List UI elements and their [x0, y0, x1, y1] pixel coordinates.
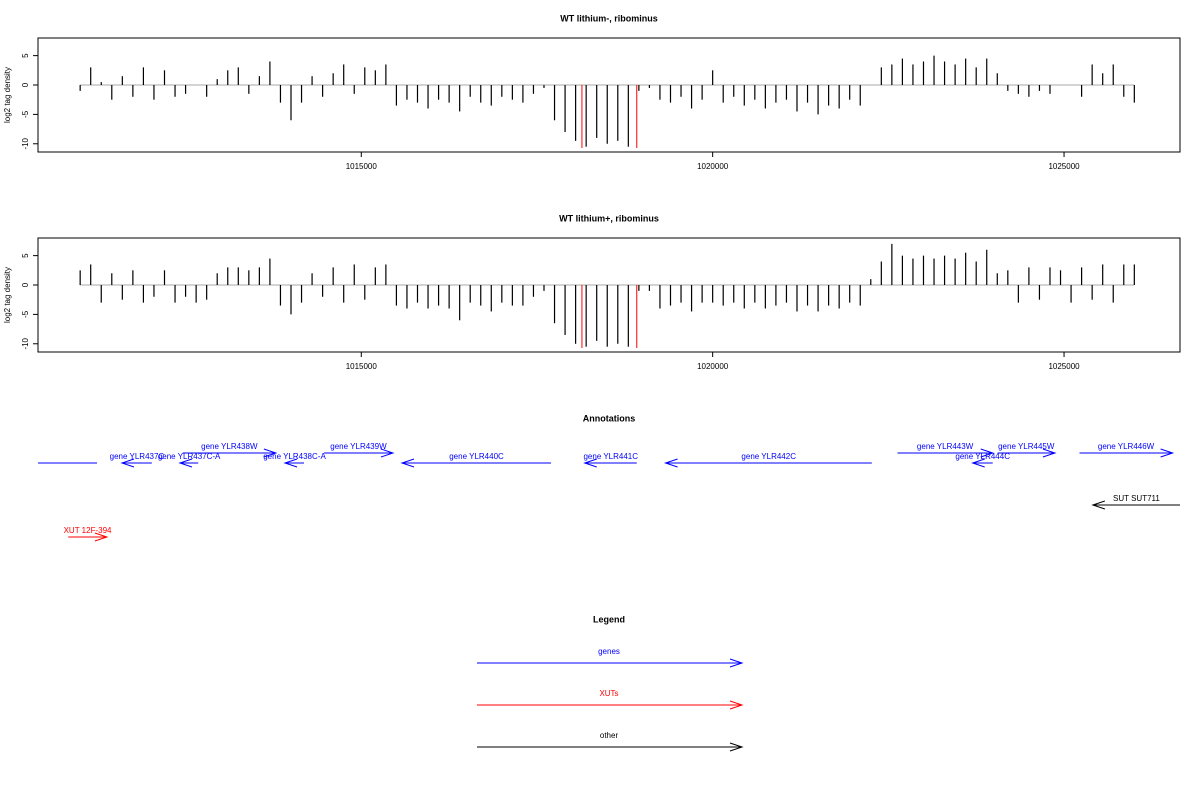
feature-head — [1091, 500, 1106, 510]
feature-head — [178, 458, 193, 468]
y-tick-label: -5 — [21, 310, 30, 318]
x-tick-label: 1020000 — [697, 362, 729, 371]
x-tick-label: 1015000 — [346, 162, 378, 171]
feature-label: SUT SUT711 — [1113, 494, 1160, 503]
y-tick-label: -10 — [21, 337, 30, 349]
legend-title: Legend — [593, 614, 625, 624]
feature-label: gene YLR440C — [449, 452, 504, 461]
plot-frame — [37, 237, 1181, 353]
feature-label: gene YLR445W — [998, 442, 1055, 451]
x-tick-label: 1015000 — [346, 362, 378, 371]
x-tick-label: 1025000 — [1048, 362, 1080, 371]
feature-label: gene YLR437C-A — [158, 452, 221, 461]
feature-label: XUT 12F-394 — [64, 526, 112, 535]
chart-title: WT lithium+, ribominus — [559, 213, 659, 223]
feature-label: gene YLR441C — [583, 452, 638, 461]
feature-label: gene YLR438C-A — [263, 452, 326, 461]
plot-frame — [37, 37, 1181, 153]
feature-head — [1160, 448, 1175, 458]
feature-label: gene YLR443W — [917, 442, 974, 451]
feature-head — [971, 458, 985, 468]
feature-head — [400, 458, 415, 468]
legend-label: other — [600, 731, 619, 740]
annotations-title: Annotations — [583, 413, 636, 423]
feature-label: gene YLR446W — [1098, 442, 1155, 451]
y-tick-label: 0 — [21, 282, 30, 287]
feature-label: gene YLR442C — [741, 452, 796, 461]
y-tick-label: 5 — [21, 253, 30, 258]
y-axis-label: log2 tag density — [3, 267, 12, 323]
feature-head — [263, 448, 278, 458]
y-tick-label: 0 — [21, 82, 30, 87]
feature-label: gene YLR439W — [330, 442, 387, 451]
legend-label: genes — [598, 647, 620, 656]
feature-head — [94, 532, 109, 542]
feature-head — [1042, 448, 1057, 458]
y-tick-label: -5 — [21, 110, 30, 118]
feature-head — [583, 458, 597, 468]
feature-label: gene YLR438W — [201, 442, 258, 451]
feature-label: gene YLR437C — [110, 452, 165, 461]
y-tick-label: -10 — [21, 137, 30, 149]
legend-line-head — [729, 742, 744, 752]
feature-head — [663, 458, 678, 468]
feature-head — [980, 448, 995, 458]
chart-title: WT lithium-, ribominus — [560, 13, 658, 23]
x-tick-label: 1020000 — [697, 162, 729, 171]
feature-label: gene YLR444C — [955, 452, 1010, 461]
feature-head — [380, 448, 395, 458]
y-axis-label: log2 tag density — [3, 67, 12, 123]
y-tick-label: 5 — [21, 53, 30, 58]
legend-line-head — [729, 700, 744, 710]
legend-line-head — [729, 658, 744, 668]
feature-head — [120, 458, 135, 468]
feature-head — [283, 458, 298, 468]
legend-label: XUTs — [599, 689, 618, 698]
x-tick-label: 1025000 — [1048, 162, 1080, 171]
